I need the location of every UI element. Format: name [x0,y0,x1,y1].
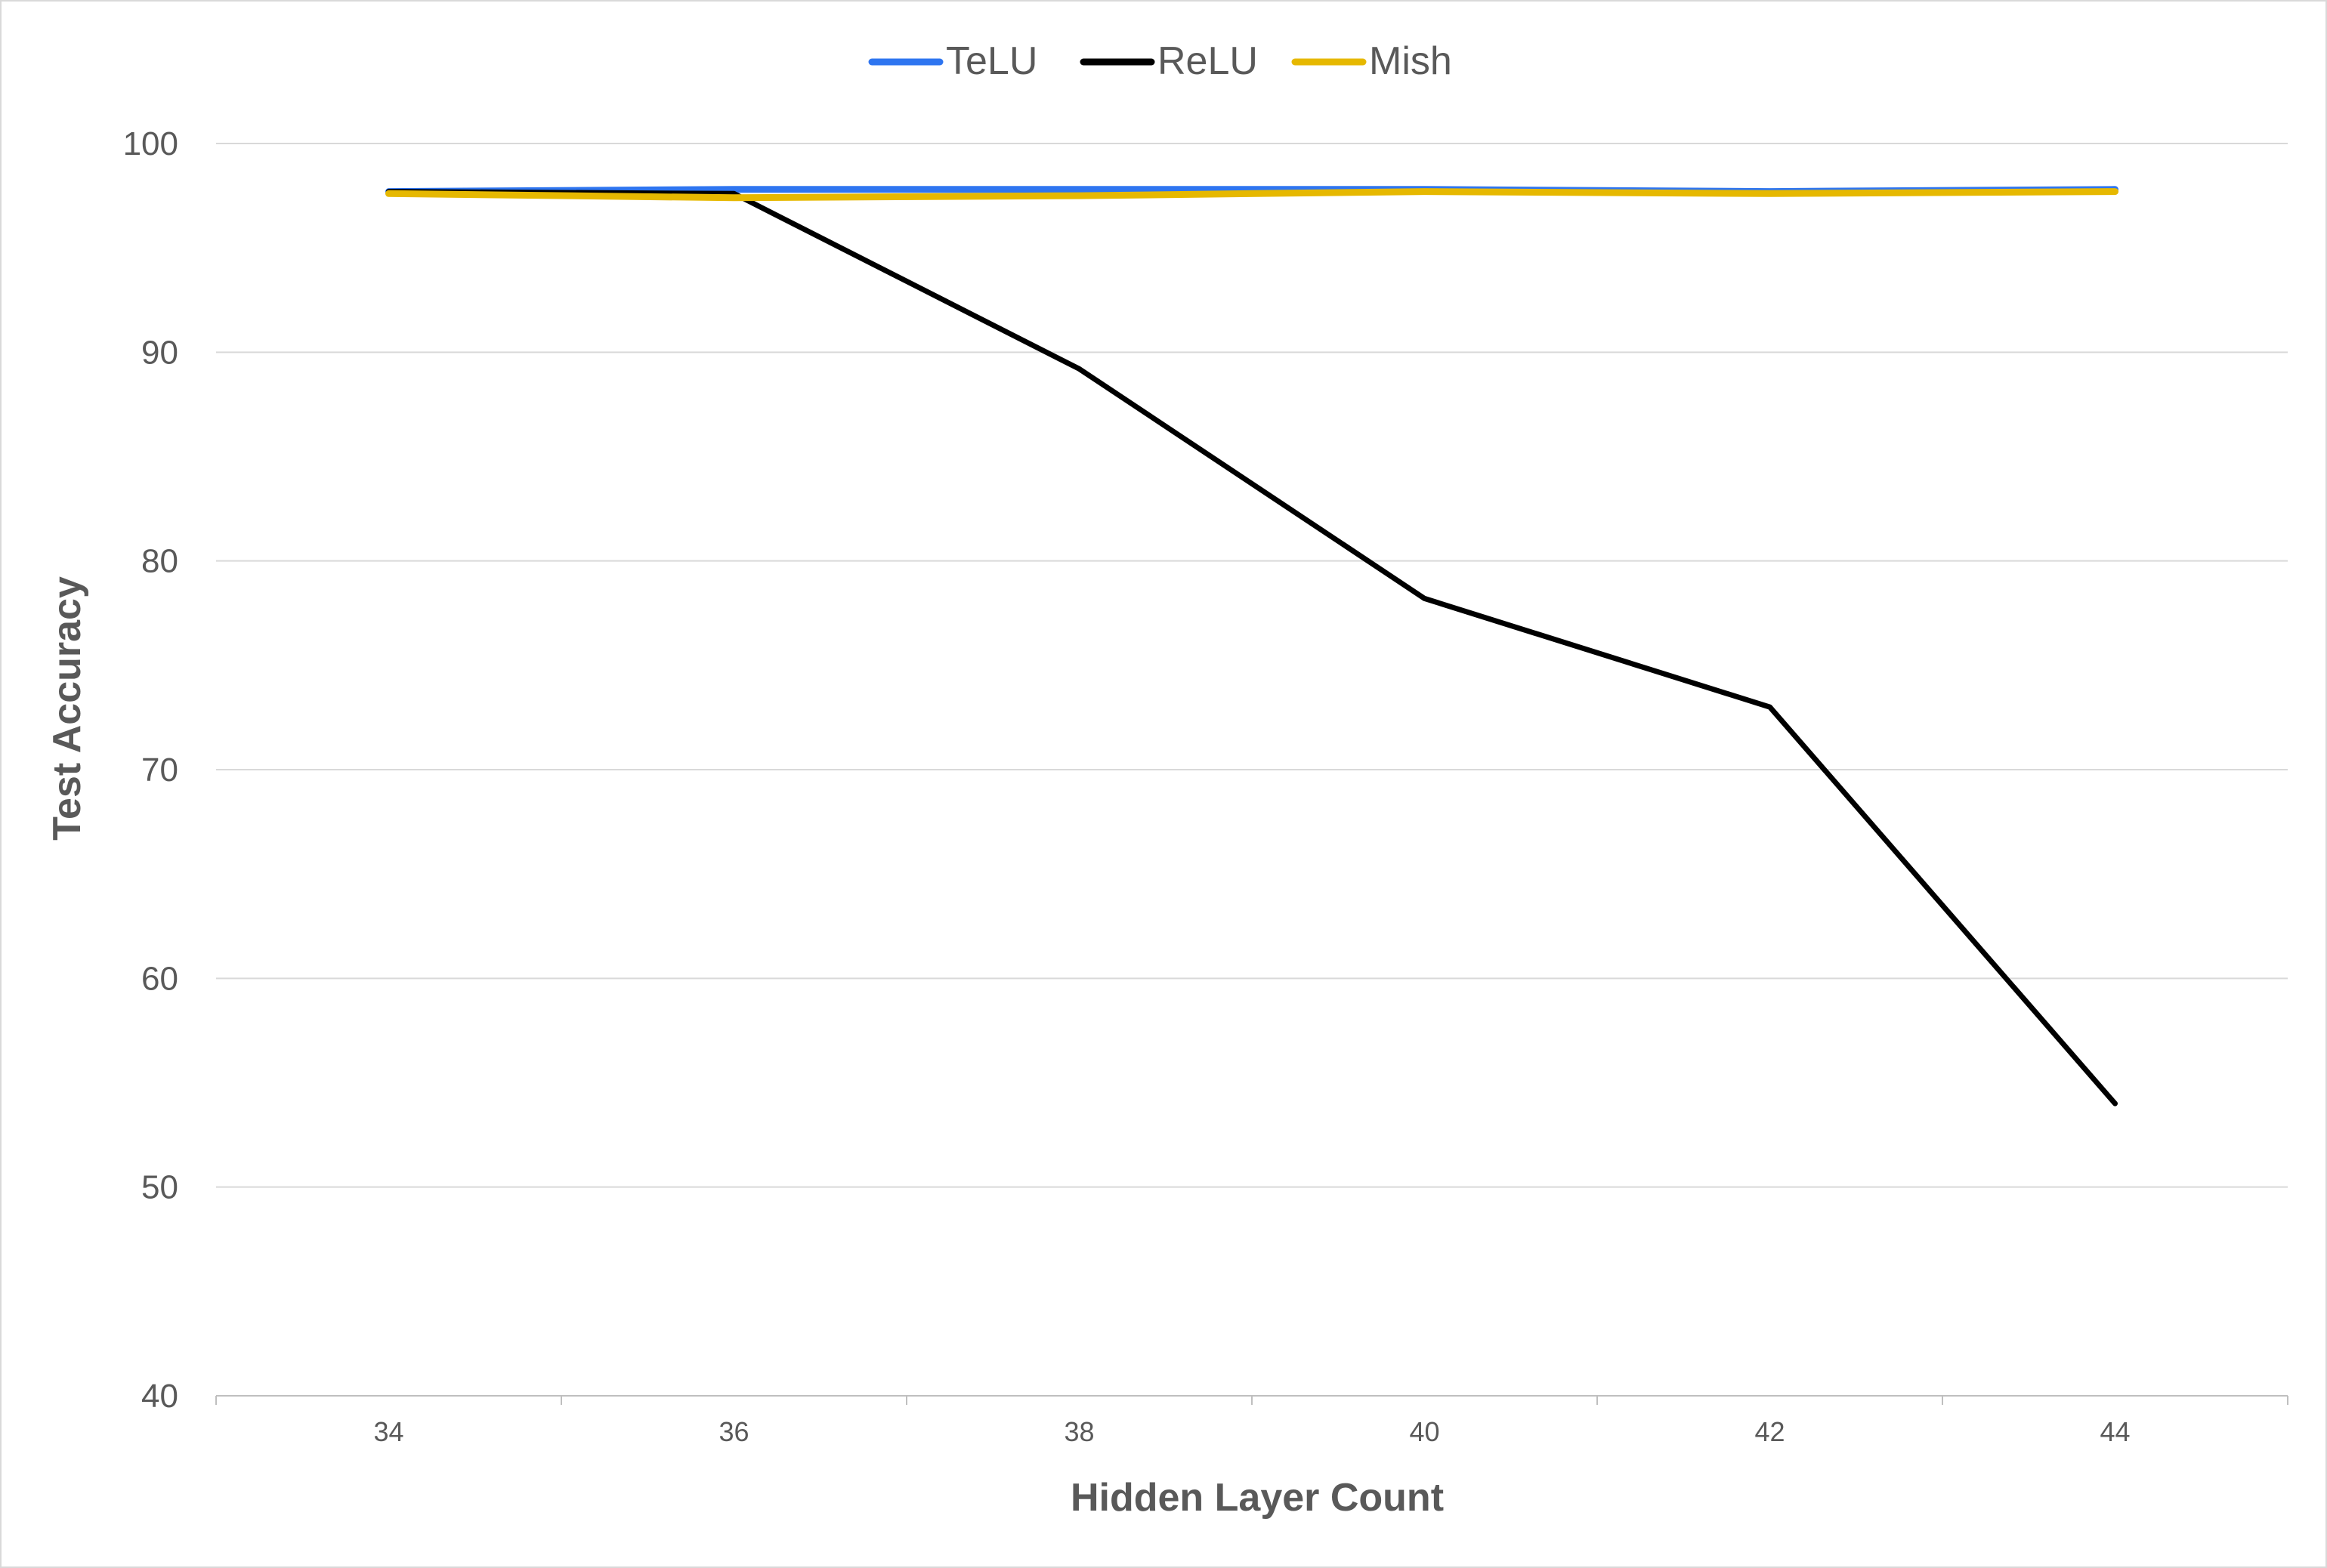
y-axis: 40 50 60 70 80 90 100 [123,125,178,1415]
y-tick-label-40: 40 [141,1378,178,1415]
x-tick-label-42: 42 [1754,1416,1785,1447]
x-tick-label-38: 38 [1064,1416,1094,1447]
x-tick-label-44: 44 [2100,1416,2130,1447]
y-tick-label-50: 50 [141,1169,178,1206]
series-layer [385,186,2118,1107]
y-axis-title: Test Accuracy [45,576,89,841]
x-axis: 34 36 38 40 42 44 [215,1395,2288,1447]
legend-label-relu: ReLU [1157,39,1258,83]
legend-label-mish: Mish [1369,39,1452,83]
x-tick-label-40: 40 [1409,1416,1439,1447]
x-tick-label-34: 34 [373,1416,403,1447]
legend: TeLU ReLU Mish [868,39,1452,83]
y-tick-label-100: 100 [123,125,178,162]
y-tick-label-90: 90 [141,334,178,371]
series-line-mish [385,188,2118,202]
y-tick-label-80: 80 [141,543,178,580]
series-line-relu [386,189,2118,1107]
legend-label-telu: TeLU [946,39,1037,83]
y-tick-label-60: 60 [141,960,178,997]
y-tick-label-70: 70 [141,752,178,789]
x-tick-label-36: 36 [718,1416,749,1447]
gridlines [216,143,2288,1188]
x-axis-title: Hidden Layer Count [1071,1476,1444,1520]
